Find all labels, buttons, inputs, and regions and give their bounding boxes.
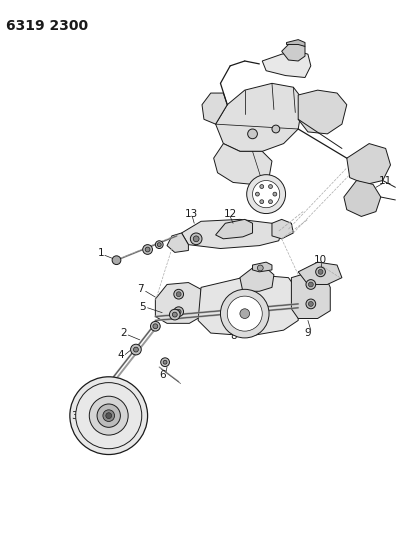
Circle shape [306, 299, 316, 309]
Text: 8: 8 [230, 331, 236, 341]
Polygon shape [198, 274, 298, 336]
Circle shape [97, 404, 120, 427]
Text: 4: 4 [117, 350, 124, 360]
Circle shape [227, 296, 262, 331]
Polygon shape [202, 93, 227, 124]
Text: 6319 2300: 6319 2300 [7, 19, 89, 33]
Circle shape [103, 410, 115, 422]
Circle shape [257, 265, 263, 271]
Circle shape [260, 200, 264, 204]
Circle shape [143, 245, 153, 254]
Circle shape [174, 307, 184, 317]
Circle shape [133, 347, 138, 352]
Circle shape [145, 247, 150, 252]
Circle shape [253, 181, 280, 208]
Polygon shape [282, 43, 305, 61]
Polygon shape [167, 233, 188, 253]
Circle shape [131, 344, 141, 355]
Circle shape [248, 129, 257, 139]
Circle shape [169, 309, 180, 320]
Circle shape [260, 184, 264, 189]
Text: 12: 12 [224, 208, 237, 219]
Circle shape [316, 267, 326, 277]
Text: 6: 6 [159, 370, 166, 380]
Circle shape [112, 256, 121, 264]
Circle shape [268, 184, 273, 189]
Circle shape [273, 192, 277, 196]
Polygon shape [272, 220, 293, 239]
Circle shape [89, 396, 128, 435]
Circle shape [318, 269, 323, 274]
Circle shape [308, 282, 313, 287]
Circle shape [306, 280, 316, 289]
Polygon shape [155, 282, 201, 324]
Circle shape [240, 309, 250, 319]
Text: 7: 7 [137, 284, 144, 294]
Circle shape [174, 289, 184, 299]
Polygon shape [262, 51, 311, 77]
Circle shape [191, 233, 202, 245]
Polygon shape [291, 272, 330, 319]
Text: 5: 5 [140, 302, 146, 312]
Polygon shape [298, 90, 347, 134]
Circle shape [172, 312, 177, 317]
Circle shape [176, 292, 181, 297]
Circle shape [70, 377, 148, 455]
Circle shape [268, 200, 273, 204]
Text: 9: 9 [305, 328, 311, 338]
Circle shape [220, 289, 269, 338]
Polygon shape [344, 181, 381, 216]
Circle shape [157, 243, 161, 247]
Circle shape [75, 383, 142, 449]
Polygon shape [215, 83, 303, 151]
Circle shape [308, 302, 313, 306]
Polygon shape [182, 220, 282, 248]
Polygon shape [298, 262, 342, 285]
Polygon shape [253, 262, 272, 272]
Text: 11: 11 [379, 175, 392, 185]
Circle shape [163, 360, 167, 364]
Circle shape [176, 309, 181, 314]
Polygon shape [347, 143, 390, 184]
Text: 13: 13 [185, 208, 198, 219]
Polygon shape [286, 39, 305, 46]
Text: 10: 10 [314, 255, 327, 265]
Circle shape [153, 324, 158, 329]
Text: 1: 1 [98, 248, 104, 259]
Text: 2: 2 [120, 328, 126, 338]
Circle shape [272, 125, 280, 133]
Circle shape [106, 413, 112, 418]
Text: 3: 3 [71, 410, 78, 421]
Circle shape [193, 236, 199, 242]
Circle shape [155, 241, 163, 248]
Circle shape [255, 192, 259, 196]
Circle shape [247, 175, 286, 214]
Circle shape [161, 358, 169, 367]
Polygon shape [240, 268, 274, 291]
Polygon shape [215, 220, 253, 239]
Polygon shape [214, 143, 272, 184]
Circle shape [151, 321, 160, 331]
